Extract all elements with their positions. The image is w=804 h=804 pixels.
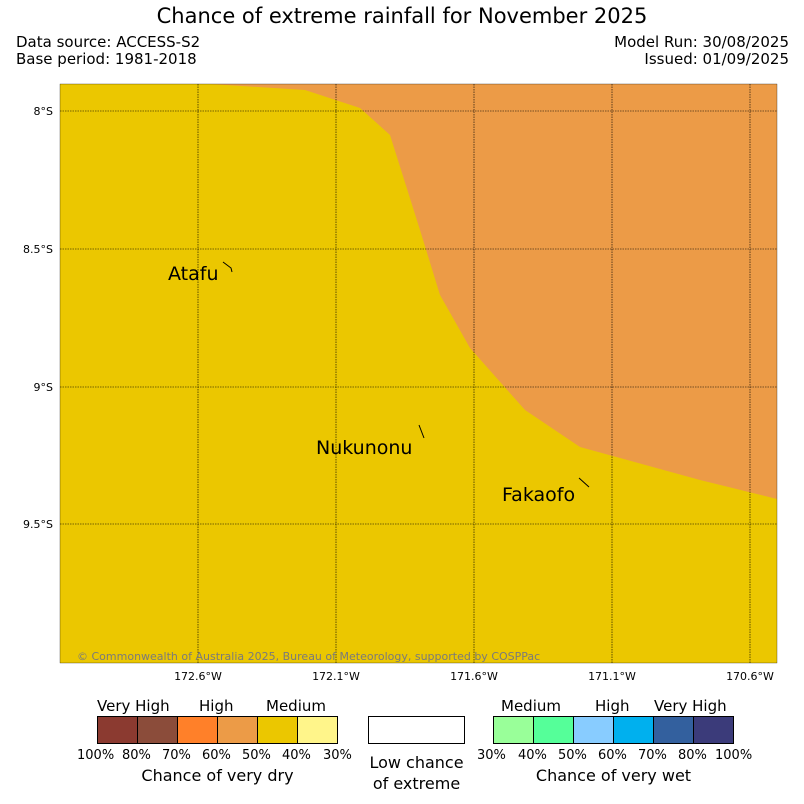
meta-right: Model Run: 30/08/2025 Issued: 01/09/2025 xyxy=(614,34,789,68)
dry-pct-label: 80% xyxy=(122,748,151,763)
high-dry-region xyxy=(210,84,777,499)
lon-label: 171.6°W xyxy=(450,670,498,683)
wet-pct-label: 50% xyxy=(558,748,587,763)
wet-caption: Chance of very wet xyxy=(535,766,692,785)
map-title: Chance of extreme rainfall for November … xyxy=(156,4,648,28)
wet-swatch-40-50 xyxy=(533,716,574,744)
model-run: Model Run: 30/08/2025 xyxy=(614,33,789,51)
dry-heading-medium: Medium xyxy=(266,697,326,715)
dry-swatch-80-70 xyxy=(137,716,178,744)
dry-heading-high: High xyxy=(199,697,234,715)
lat-label: 8.5°S xyxy=(23,243,53,256)
meta-left: Data source: ACCESS-S2 Base period: 1981… xyxy=(16,34,200,68)
dry-pct-label: 50% xyxy=(242,748,271,763)
dry-pct-label: 60% xyxy=(202,748,231,763)
wet-pct-label: 40% xyxy=(518,748,547,763)
lon-label: 172.1°W xyxy=(312,670,360,683)
dry-swatch-60-50 xyxy=(217,716,258,744)
copyright-note: © Commonwealth of Australia 2025, Bureau… xyxy=(77,650,540,663)
wet-pct-label: 100% xyxy=(715,748,753,763)
place-label-atafu: Atafu xyxy=(168,263,219,285)
dry-pct-label: 30% xyxy=(323,748,352,763)
dry-swatch-40-30 xyxy=(297,716,338,744)
low-chance-line2: of extreme xyxy=(372,774,461,793)
atafu-atoll-outline xyxy=(222,261,233,273)
wet-heading-high: High xyxy=(595,697,630,715)
low-chance-line1: Low chance xyxy=(369,753,464,772)
wet-swatch-60-70 xyxy=(613,716,654,744)
place-label-nukunonu: Nukunonu xyxy=(316,437,412,459)
dry-swatch-100-80 xyxy=(97,716,138,744)
graticule xyxy=(60,84,777,663)
lat-label: 8°S xyxy=(34,105,53,118)
dry-pct-label: 70% xyxy=(162,748,191,763)
dry-swatch-50-40 xyxy=(257,716,298,744)
low-chance-caption: Low chance of extreme xyxy=(356,752,477,794)
wet-swatch-30-40 xyxy=(493,716,534,744)
lon-label: 172.6°W xyxy=(174,670,222,683)
wet-pct-label: 30% xyxy=(477,748,506,763)
lon-label: 171.1°W xyxy=(588,670,636,683)
wet-swatch-70-80 xyxy=(653,716,694,744)
wet-pct-label: 80% xyxy=(678,748,707,763)
wet-pct-label: 70% xyxy=(638,748,667,763)
low-chance-swatch xyxy=(368,716,465,744)
wet-swatch-50-60 xyxy=(573,716,614,744)
lat-label: 9.5°S xyxy=(23,518,53,531)
data-source: Data source: ACCESS-S2 xyxy=(16,33,201,51)
dry-pct-label: 40% xyxy=(282,748,311,763)
dry-heading-very-high: Very High xyxy=(97,697,170,715)
place-label-fakaofo: Fakaofo xyxy=(502,484,575,506)
wet-swatch-80-100 xyxy=(693,716,734,744)
base-period: Base period: 1981-2018 xyxy=(16,50,197,68)
issued-date: Issued: 01/09/2025 xyxy=(644,50,789,68)
fakaofo-atoll-outline xyxy=(578,477,590,488)
dry-caption: Chance of very dry xyxy=(141,766,294,785)
wet-heading-very-high: Very High xyxy=(654,697,727,715)
map-frame xyxy=(59,83,778,664)
lon-label: 170.6°W xyxy=(726,670,774,683)
dry-swatch-70-60 xyxy=(177,716,218,744)
nukunonu-atoll-outline xyxy=(418,424,425,439)
dry-pct-label: 100% xyxy=(77,748,115,763)
wet-pct-label: 60% xyxy=(598,748,627,763)
lat-label: 9°S xyxy=(34,381,53,394)
wet-heading-medium: Medium xyxy=(501,697,561,715)
